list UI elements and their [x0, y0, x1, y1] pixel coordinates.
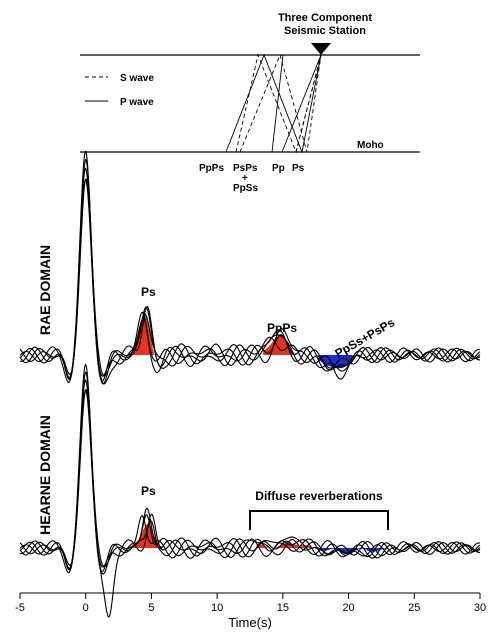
positive-phase-fill — [256, 542, 312, 548]
phase-label-ppss: PpSs — [233, 183, 258, 194]
ray-ppss — [239, 53, 322, 153]
ray-ppps — [225, 53, 322, 154]
station-label-line2: Seismic Station — [284, 25, 366, 37]
waveform-trace — [19, 389, 481, 618]
legend-p-wave-label: P wave — [120, 97, 154, 108]
x-tick-label: 30 — [474, 602, 486, 614]
x-tick-label: 20 — [342, 602, 354, 614]
ray-pp — [271, 54, 284, 153]
annotation-diffuse-reverberations: Diffuse reverberations — [255, 489, 383, 503]
x-tick-label: -5 — [15, 602, 25, 614]
panel-label-rae: RAE DOMAIN — [37, 245, 53, 335]
waveform-trace — [19, 178, 481, 385]
x-tick-label: 5 — [148, 602, 154, 614]
panel-label-hearne: HEARNE DOMAIN — [37, 415, 53, 535]
annotation-hearne-ps: Ps — [141, 484, 156, 498]
phase-label-ppps: PpPs — [199, 163, 224, 174]
ray-ps-direct — [295, 54, 322, 153]
phase-label-ps: Ps — [292, 163, 305, 174]
waveform-trace — [19, 178, 481, 377]
x-tick-label: 25 — [408, 602, 420, 614]
waveform-trace — [19, 167, 481, 381]
x-axis-label: Time(s) — [228, 615, 272, 630]
x-axis: -5 0 5 10 15 20 25 30 — [15, 592, 486, 614]
x-tick-label: 15 — [277, 602, 289, 614]
x-tick-label: 0 — [83, 602, 89, 614]
phase-label-psps: PsPs — [233, 163, 258, 174]
station-label-line1: Three Component — [278, 12, 372, 24]
seismic-station-icon — [311, 43, 331, 55]
moho-label: Moho — [357, 140, 384, 151]
x-tick-label: 10 — [211, 602, 223, 614]
annotation-rae-ppps: PpPs — [267, 321, 297, 335]
ray-paths — [225, 53, 322, 154]
annotation-rae-ps: Ps — [141, 285, 156, 299]
reverberation-bracket — [249, 510, 389, 530]
ray-path-schematic: Three Component Seismic Station S wave P… — [80, 12, 420, 194]
phase-label-pp: Pp — [272, 163, 285, 174]
ray-p-direct — [281, 54, 322, 153]
waveform-trace — [19, 379, 481, 571]
legend-s-wave-label: S wave — [120, 73, 154, 84]
phase-label-plus: + — [242, 173, 248, 184]
waveform-traces — [19, 150, 481, 618]
